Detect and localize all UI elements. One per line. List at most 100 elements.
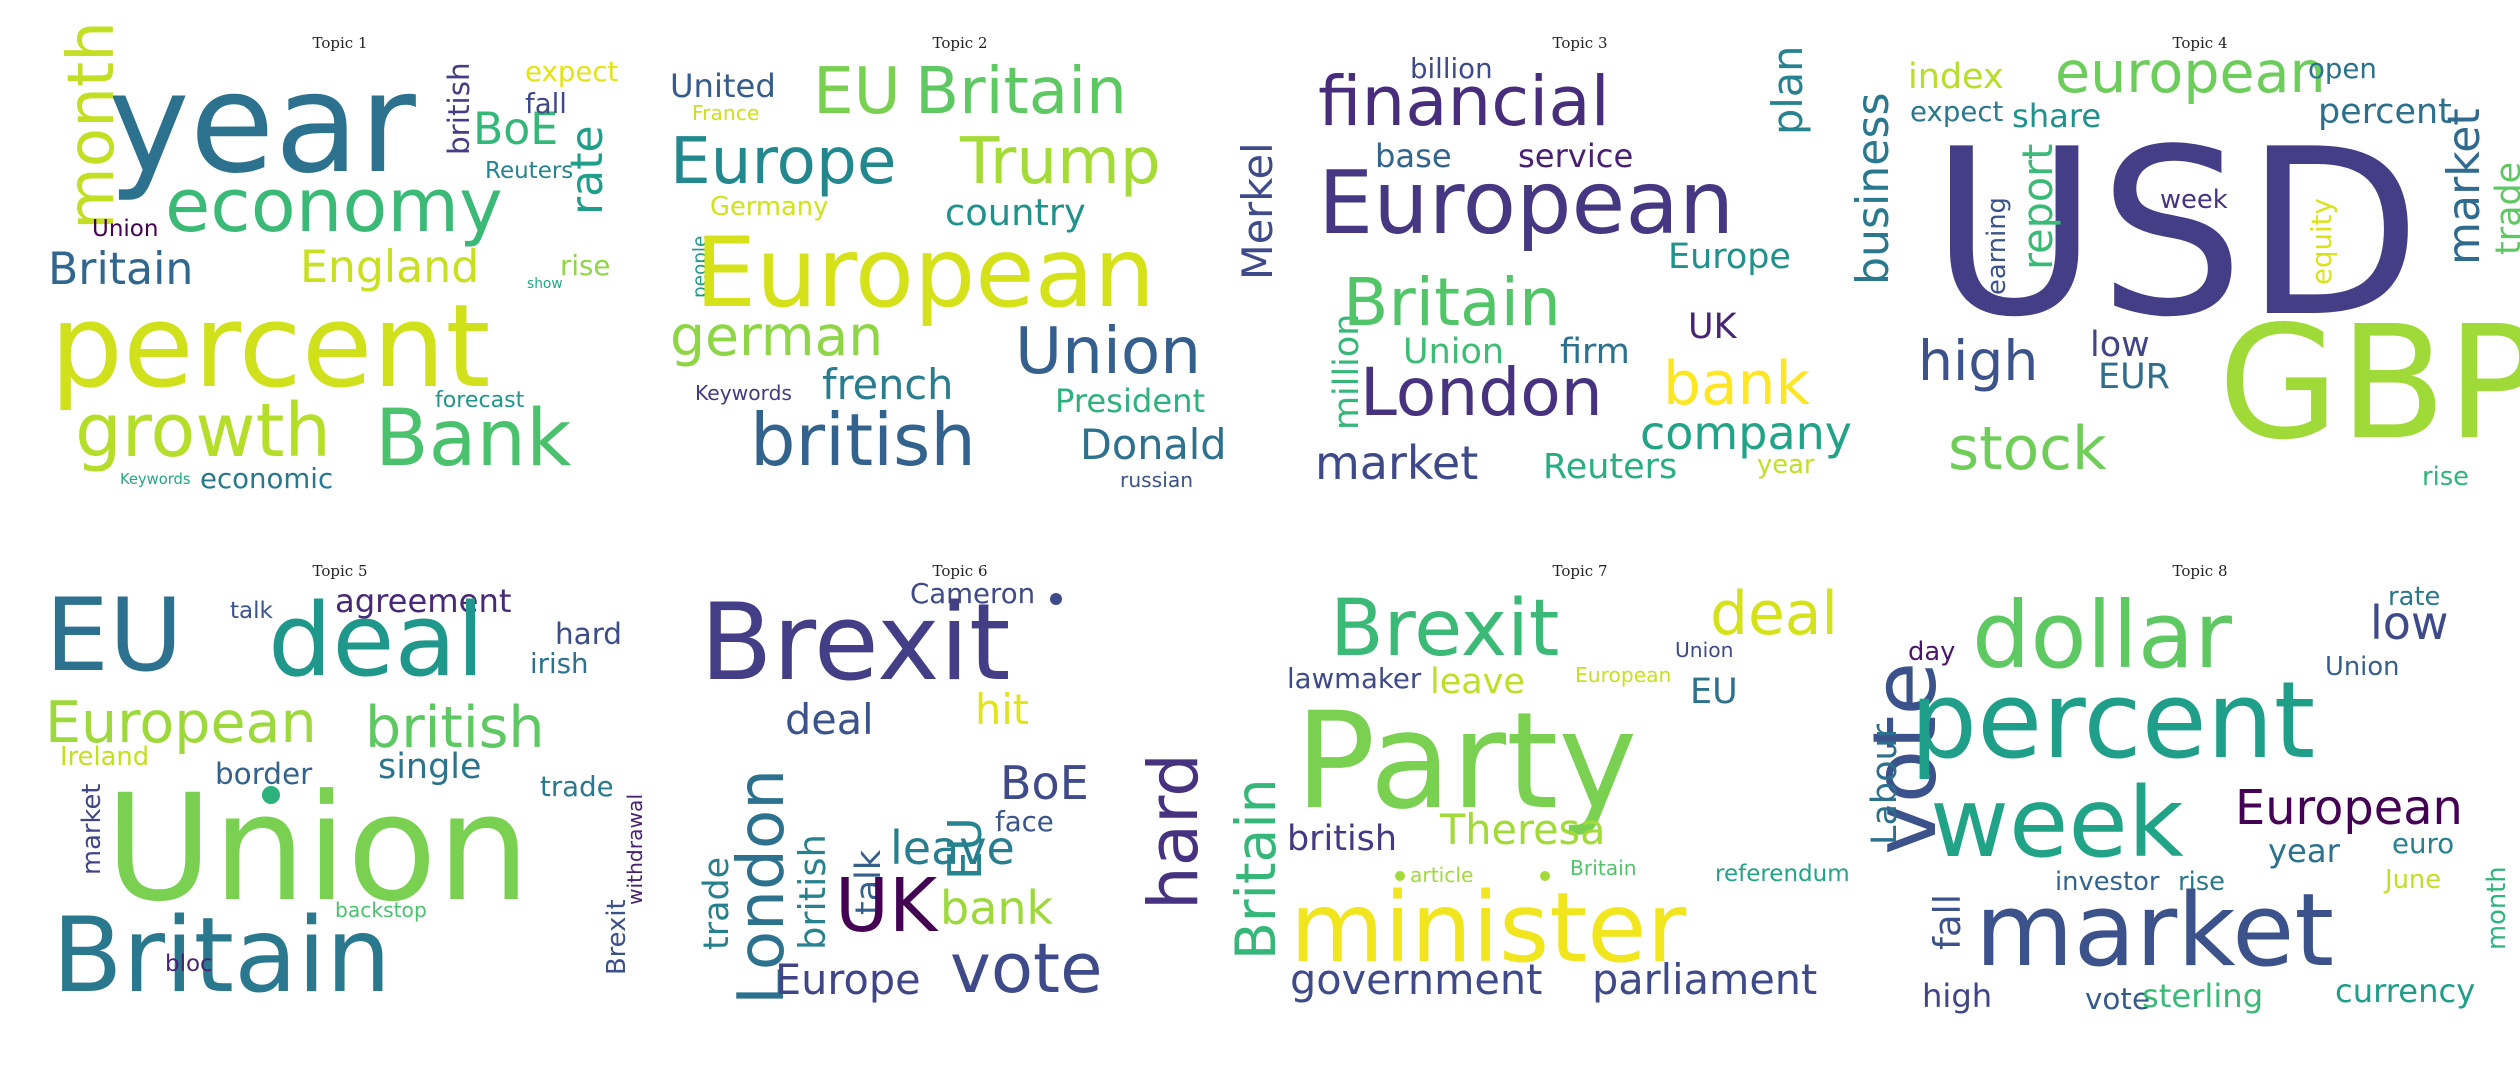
cloud-word: USD (1930, 101, 2422, 368)
cloud-word: hit (975, 686, 1029, 734)
topic-title: Topic 7 (1552, 562, 1608, 580)
cloud-word: country (945, 191, 1086, 234)
cloud-word: EU (813, 54, 901, 129)
cloud-word: France (692, 101, 760, 125)
cloud-word: BoE (473, 104, 559, 155)
cloud-word: bank (940, 881, 1054, 935)
cloud-word: EU (1690, 672, 1738, 712)
cloud-word: article (1410, 863, 1474, 887)
cloud-word: President (1055, 382, 1206, 420)
cloud-word: earning (1982, 197, 2012, 295)
cloud-word: vote (950, 929, 1103, 1009)
cloud-word: percent (50, 280, 491, 414)
cloud-word: Union (105, 762, 531, 934)
cloud-word: Cameron (910, 577, 1036, 610)
cloud-word: EU (45, 576, 183, 694)
cloud-word: leave (890, 821, 1015, 875)
cloud-word: parliament (1592, 956, 1818, 1004)
cloud-word: forecast (435, 388, 525, 413)
cloud-word: rise (2422, 462, 2469, 492)
cloud-word: low (2090, 325, 2150, 365)
cloud-word: day (1908, 637, 1956, 667)
cloud-dot (1540, 871, 1550, 881)
cloud-word: euro (2392, 827, 2455, 860)
cloud-word: Britain (52, 896, 392, 1016)
cloud-word: year (108, 43, 416, 204)
cloud-word: Ireland (60, 742, 150, 772)
cloud-word: Europe (775, 956, 921, 1004)
cloud-word: trade (540, 770, 614, 803)
cloud-word: Keywords (695, 381, 792, 405)
cloud-word: week (1930, 766, 2184, 879)
cloud-word: british (365, 695, 545, 761)
topic-title: Topic 4 (2172, 34, 2228, 52)
cloud-word: show (527, 276, 563, 292)
cloud-word: growth (75, 389, 332, 474)
cloud-word: financial (1318, 62, 1610, 142)
cloud-word: Union (1403, 332, 1504, 372)
cloud-word: Union (92, 216, 159, 242)
cloud-word: month (2482, 866, 2512, 950)
cloud-word: business (1848, 92, 1899, 285)
cloud-word: European (2235, 781, 2463, 836)
cloud-word: economic (200, 462, 334, 495)
cloud-word: high (1918, 330, 2039, 394)
cloud-word: government (1290, 956, 1543, 1004)
cloud-word: Merkel (1234, 142, 1282, 280)
cloud-word: face (995, 805, 1054, 838)
cloud-word: UK (1688, 307, 1737, 347)
cloud-word: bloc (165, 951, 213, 977)
topic-title: Topic 8 (2172, 562, 2228, 580)
cloud-word: year (1757, 450, 1815, 480)
cloud-word: Union (1675, 638, 1734, 662)
cloud-word: deal (1710, 579, 1839, 649)
cloud-word: open (2308, 52, 2377, 85)
cloud-word: stock (1948, 414, 2107, 484)
cloud-word: billion (1410, 52, 1493, 85)
cloud-word: firm (1560, 332, 1630, 372)
cloud-word: European (45, 690, 317, 756)
cloud-word: Union (1015, 314, 1202, 389)
cloud-word: UK (835, 864, 938, 949)
cloud-word: Britain (1225, 778, 1289, 960)
cloud-word: backstop (335, 898, 427, 922)
cloud-word: russian (1120, 468, 1194, 492)
topic-title: Topic 2 (932, 34, 988, 52)
cloud-word: rise (2178, 867, 2225, 897)
cloud-dot (262, 786, 280, 804)
topic-title: Topic 3 (1552, 34, 1608, 52)
topic-title: Topic 6 (932, 562, 988, 580)
cloud-word: british (442, 62, 476, 155)
cloud-word: border (215, 757, 313, 791)
cloud-word: referendum (1715, 861, 1850, 887)
cloud-word: dollar (1972, 582, 2233, 689)
cloud-word: index (1908, 57, 2004, 97)
cloud-word: hard (1134, 753, 1214, 910)
cloud-word: report (2014, 143, 2062, 270)
cloud-word: Union (2325, 652, 2400, 682)
cloud-word: percent (2318, 92, 2452, 132)
cloud-word: European (695, 216, 1156, 329)
cloud-word: plan (1764, 45, 1812, 135)
cloud-word: European (1575, 663, 1672, 687)
cloud-word: investor (2055, 867, 2160, 897)
cloud-word: economy (165, 164, 503, 249)
cloud-word: Trump (960, 124, 1161, 199)
cloud-word: british (791, 834, 834, 950)
cloud-word: french (822, 361, 954, 409)
cloud-word: Britain (915, 54, 1127, 129)
cloud-word: Europe (1668, 237, 1791, 277)
cloud-word: Party (1295, 684, 1638, 839)
cloud-word: expect (1910, 95, 2004, 128)
cloud-word: England (300, 242, 480, 293)
cloud-word: lawmaker (1287, 662, 1422, 695)
cloud-word: market (1315, 436, 1479, 490)
cloud-word: BoE (1000, 756, 1089, 810)
cloud-word: leave (1430, 662, 1525, 702)
cloud-word: rise (560, 249, 611, 282)
cloud-word: talk (230, 598, 273, 624)
cloud-word: british (750, 398, 976, 482)
cloud-word: currency (2335, 972, 2476, 1010)
cloud-word: GBP (2218, 292, 2520, 474)
